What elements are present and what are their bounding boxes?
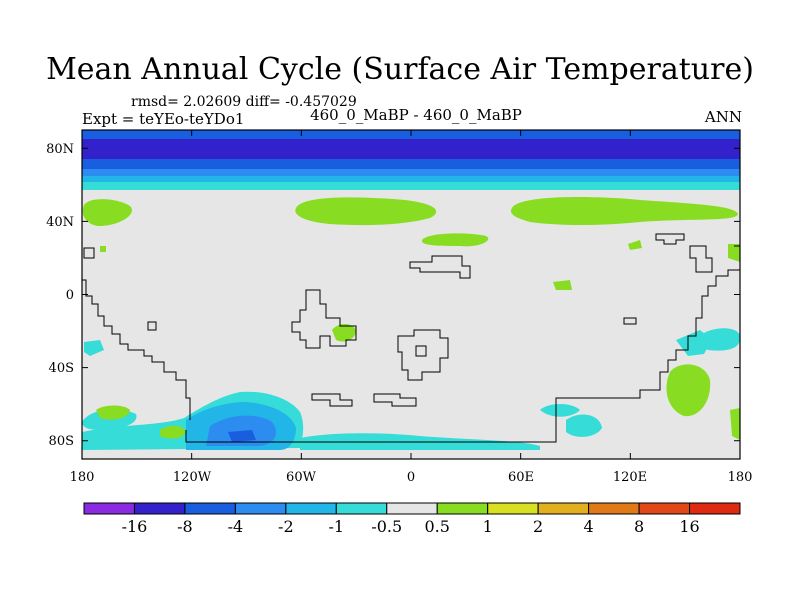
colorbar-label: 16 bbox=[679, 517, 699, 536]
band-subarctic bbox=[82, 169, 740, 176]
coastline-island bbox=[373, 393, 417, 407]
colorbar-swatch bbox=[285, 502, 337, 515]
experiment-label: Expt = teYEo-teYDo1 bbox=[82, 110, 245, 128]
coastline-continent bbox=[409, 255, 471, 279]
colorbar-label: -0.5 bbox=[371, 517, 402, 536]
colorbar-label: 4 bbox=[584, 517, 594, 536]
anomaly-patch bbox=[82, 199, 132, 226]
x-tick-label: 60E bbox=[508, 470, 534, 485]
chart-title: Mean Annual Cycle (Surface Air Temperatu… bbox=[46, 52, 754, 87]
band-arctic-core bbox=[82, 139, 740, 159]
colorbar-swatch bbox=[689, 502, 741, 515]
anomaly-patch bbox=[332, 324, 356, 342]
coastline-continent bbox=[397, 329, 449, 381]
y-tick-label: 40S bbox=[49, 361, 74, 376]
anomaly-patch bbox=[728, 244, 740, 262]
x-axis-labels: 180 120W 60W 0 60E 120E 180 bbox=[70, 470, 753, 485]
period-label: 460_0_MaBP - 460_0_MaBP bbox=[310, 106, 522, 124]
y-tick-label: 80S bbox=[49, 434, 74, 449]
colorbar-label: -16 bbox=[122, 517, 148, 536]
colorbar-label: 1 bbox=[483, 517, 493, 536]
y-tick-label: 40N bbox=[46, 215, 74, 230]
anomaly-patch bbox=[730, 408, 740, 440]
y-axis-labels: 80N 40N 0 40S 80S bbox=[46, 142, 74, 449]
y-tick-label: 0 bbox=[66, 288, 74, 303]
colorbar: -16 -8 -4 -2 -1 -0.5 0.5 1 2 4 8 16 bbox=[83, 502, 741, 536]
anomaly-patch bbox=[553, 280, 572, 290]
anomaly-patch bbox=[566, 414, 602, 437]
stats-text: rmsd= 2.02609 diff= -0.457029 bbox=[131, 94, 357, 110]
colorbar-label: -1 bbox=[329, 517, 345, 536]
coastlines bbox=[82, 233, 740, 443]
anomaly-patch bbox=[540, 404, 580, 417]
anomaly-patch bbox=[84, 340, 104, 356]
colorbar-swatch bbox=[234, 502, 287, 515]
colorbar-swatch bbox=[638, 502, 691, 515]
coastline-continent bbox=[291, 289, 357, 349]
coastline-island bbox=[689, 245, 713, 273]
colorbar-label: -2 bbox=[278, 517, 294, 536]
anomaly-patch bbox=[700, 328, 741, 351]
season-label: ANN bbox=[704, 108, 742, 126]
y-tick-label: 80N bbox=[46, 142, 74, 157]
coastline-island bbox=[83, 247, 95, 259]
colorbar-swatch bbox=[487, 502, 539, 515]
x-tick-label: 120W bbox=[173, 470, 212, 485]
coastline-island bbox=[147, 321, 157, 331]
colorbar-label: 2 bbox=[533, 517, 543, 536]
band-boreal bbox=[82, 176, 740, 182]
cooling-region bbox=[228, 430, 256, 442]
x-tick-label: 180 bbox=[728, 470, 753, 485]
band-arctic-mid bbox=[82, 159, 740, 169]
colorbar-swatch bbox=[436, 502, 489, 515]
anomaly-patch bbox=[100, 246, 106, 252]
y-axis-ticks bbox=[82, 147, 740, 442]
colorbar-swatch bbox=[184, 502, 236, 515]
colorbar-swatch bbox=[335, 502, 388, 515]
anomaly-patch bbox=[510, 197, 738, 225]
coastline-antarctic bbox=[185, 269, 740, 443]
anomaly-patch bbox=[96, 405, 130, 420]
colorbar-label: 0.5 bbox=[425, 517, 450, 536]
colorbar-swatch bbox=[133, 502, 186, 515]
anomaly-patch bbox=[295, 197, 437, 226]
colorbar-swatch bbox=[537, 502, 590, 515]
coastline-island bbox=[623, 317, 637, 325]
colorbar-swatch bbox=[588, 502, 640, 515]
anomaly-patch bbox=[666, 364, 711, 417]
colorbar-label: -8 bbox=[177, 517, 193, 536]
band-cool bbox=[82, 182, 740, 190]
x-axis-ticks bbox=[81, 130, 741, 459]
coastline-west bbox=[82, 279, 191, 420]
colorbar-label: 8 bbox=[634, 517, 644, 536]
anomaly-patch bbox=[421, 233, 489, 247]
x-tick-label: 0 bbox=[407, 470, 415, 485]
anomaly-patch bbox=[628, 240, 642, 250]
colorbar-swatch bbox=[83, 502, 135, 515]
cooling-region bbox=[206, 415, 276, 446]
x-tick-label: 120E bbox=[613, 470, 647, 485]
coastline-island bbox=[655, 233, 685, 245]
colorbar-label: -4 bbox=[228, 517, 244, 536]
x-tick-label: 180 bbox=[70, 470, 95, 485]
map-panel bbox=[81, 129, 741, 460]
colorbar-swatch bbox=[386, 502, 438, 515]
anomaly-patch bbox=[160, 425, 186, 439]
x-tick-label: 60W bbox=[286, 470, 317, 485]
coastline-island bbox=[311, 393, 353, 407]
